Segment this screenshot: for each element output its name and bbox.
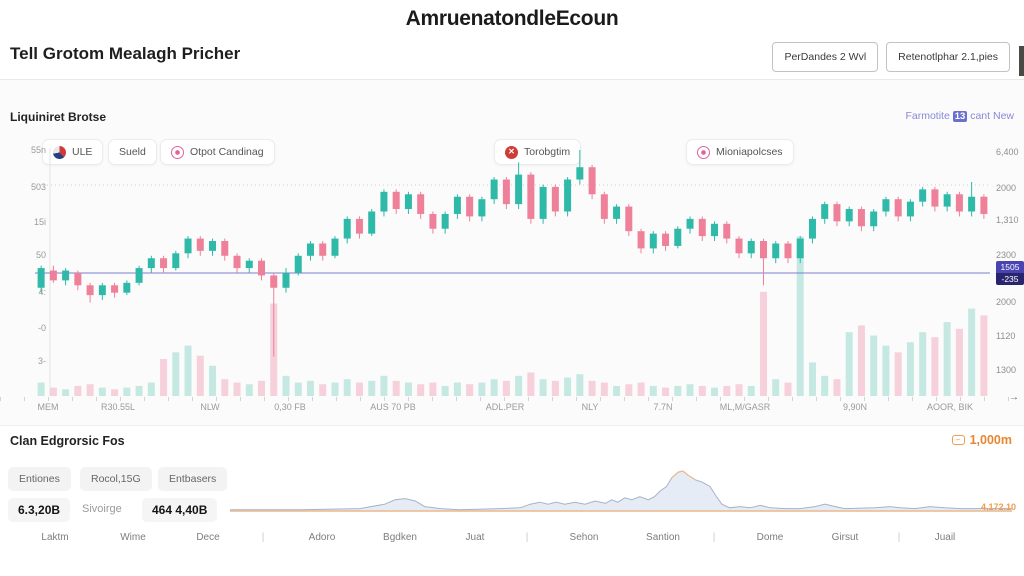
axis-label: 4: [38, 287, 46, 297]
axis-label: -0 [37, 323, 46, 333]
axis-label: 2000 [996, 183, 1017, 193]
target-ring-icon [697, 145, 710, 159]
subheader: Tell Grotom Mealagh Pricher PerDandes 2 … [0, 38, 1024, 80]
formats-link-suffix: cant New [970, 110, 1014, 122]
axis-label: Girsut [831, 532, 859, 543]
formats-link[interactable]: Farmotite 13 cant New [905, 110, 1014, 122]
axis-label: 6,400 [996, 147, 1019, 157]
axis-label: ADL.PER [485, 402, 525, 412]
chip-ule[interactable]: ULE [42, 139, 104, 165]
last-price-value: 1505 [996, 261, 1024, 273]
fees-panel: Clan Edgrorsic Fos − 1,000m Entiones Roco… [0, 425, 1024, 576]
axis-separator: | [261, 532, 265, 543]
axis-label: 50 [35, 250, 46, 260]
axis-separator: | [712, 532, 716, 543]
axis-label: R30.55L [100, 402, 136, 412]
axis-label: Dome [756, 532, 784, 543]
chip-label: Otpot Candinag [190, 146, 264, 158]
axis-label: 1,310 [996, 215, 1019, 225]
axis-label: 15i [33, 217, 46, 227]
axis-label: Adoro [308, 532, 336, 543]
axis-label: AUS 70 PB [370, 402, 416, 412]
chip-label: Torobgtim [524, 146, 571, 158]
formats-link-badge: 13 [952, 111, 968, 122]
chip-label: ULE [72, 146, 93, 158]
axis-label: AOOR, BIK [926, 402, 974, 412]
options-button[interactable]: Retenotlphar 2.1,pies [886, 42, 1010, 72]
axis-label: Santion [646, 532, 680, 543]
axis-label: 3- [37, 356, 46, 366]
chip-sueld[interactable]: Sueld [108, 139, 157, 165]
close-circle-icon: ✕ [505, 145, 518, 159]
chip-otpot-candinag[interactable]: Otpot Candinag [160, 139, 275, 165]
fees-panel-title: Clan Edgrorsic Fos [10, 434, 125, 448]
fees-value-badge[interactable]: − 1,000m [951, 433, 1012, 447]
axis-separator: | [897, 532, 901, 543]
axis-separator: | [525, 532, 529, 543]
stat-primary: 6.3,20B [8, 498, 71, 522]
header-button-group: PerDandes 2 Wvl Retenotlphar 2.1,pies [772, 42, 1010, 72]
candlestick-chart[interactable] [35, 148, 990, 396]
tab-entiones[interactable]: Entiones [8, 467, 71, 491]
edge-panel-handle[interactable] [1019, 46, 1024, 76]
period-button[interactable]: PerDandes 2 Wvl [772, 42, 879, 72]
axis-label: MEM [37, 402, 59, 412]
tab-entbasers[interactable]: Entbasers [158, 467, 228, 491]
axis-label: NLY [581, 402, 599, 412]
axis-label: Wime [120, 532, 146, 543]
axis-label: Laktm [41, 532, 69, 543]
sparkline-value: 4,172.10 [980, 502, 1016, 512]
stat-secondary: 464 4,40B [142, 498, 218, 522]
axis-label: 1300 [996, 365, 1017, 375]
axis-label: 503 [30, 182, 46, 192]
card-icon: − [951, 435, 965, 445]
axis-label: 2300 [996, 250, 1017, 260]
team-logo-icon [53, 145, 66, 159]
stat-label: Sivoirge [82, 503, 122, 515]
chip-mioniapolcses[interactable]: Mioniapolcses [686, 139, 794, 165]
axis-label: Sehon [569, 532, 599, 543]
fees-value-text: 1,000m [969, 433, 1012, 447]
fees-sparkline-chart[interactable] [230, 459, 1012, 521]
axis-label: Juail [934, 532, 956, 543]
axis-label: 9,90N [842, 402, 868, 412]
axis-label: NLW [200, 402, 220, 412]
chip-label: Sueld [119, 146, 146, 158]
axis-label: 55n [30, 145, 46, 155]
axis-label: Bgdken [383, 532, 417, 543]
chart-panel-title: Liquiniret Brotse [10, 110, 107, 124]
axis-label: ML,M/GASR [719, 402, 771, 412]
axis-label: 0,30 FB [274, 402, 306, 412]
axis-label: 1120 [996, 331, 1016, 341]
tab-rocol-15g[interactable]: Rocol,15G [80, 467, 152, 491]
chip-torobgtim[interactable]: ✕ Torobgtim [494, 139, 582, 165]
axis-label: 2000 [996, 297, 1017, 307]
page-title: AmruenatondleEcoun [405, 7, 619, 30]
axis-label: Juat [465, 532, 485, 543]
app-header: AmruenatondleEcoun [0, 0, 1024, 38]
last-price-change: -235 [996, 273, 1024, 285]
x-axis-tickline [0, 397, 1024, 401]
axis-label: 7.7N [653, 402, 673, 412]
axis-label: Dece [196, 532, 220, 543]
instrument-title: Tell Grotom Mealagh Pricher [10, 44, 241, 63]
chip-label: Mioniapolcses [716, 146, 783, 158]
price-chart-panel: Liquiniret Brotse Farmotite 13 cant New … [0, 80, 1024, 425]
last-price-tag: 1505 -235 [996, 261, 1024, 285]
at-ring-icon [171, 145, 184, 159]
formats-link-prefix: Farmotite [905, 110, 950, 122]
